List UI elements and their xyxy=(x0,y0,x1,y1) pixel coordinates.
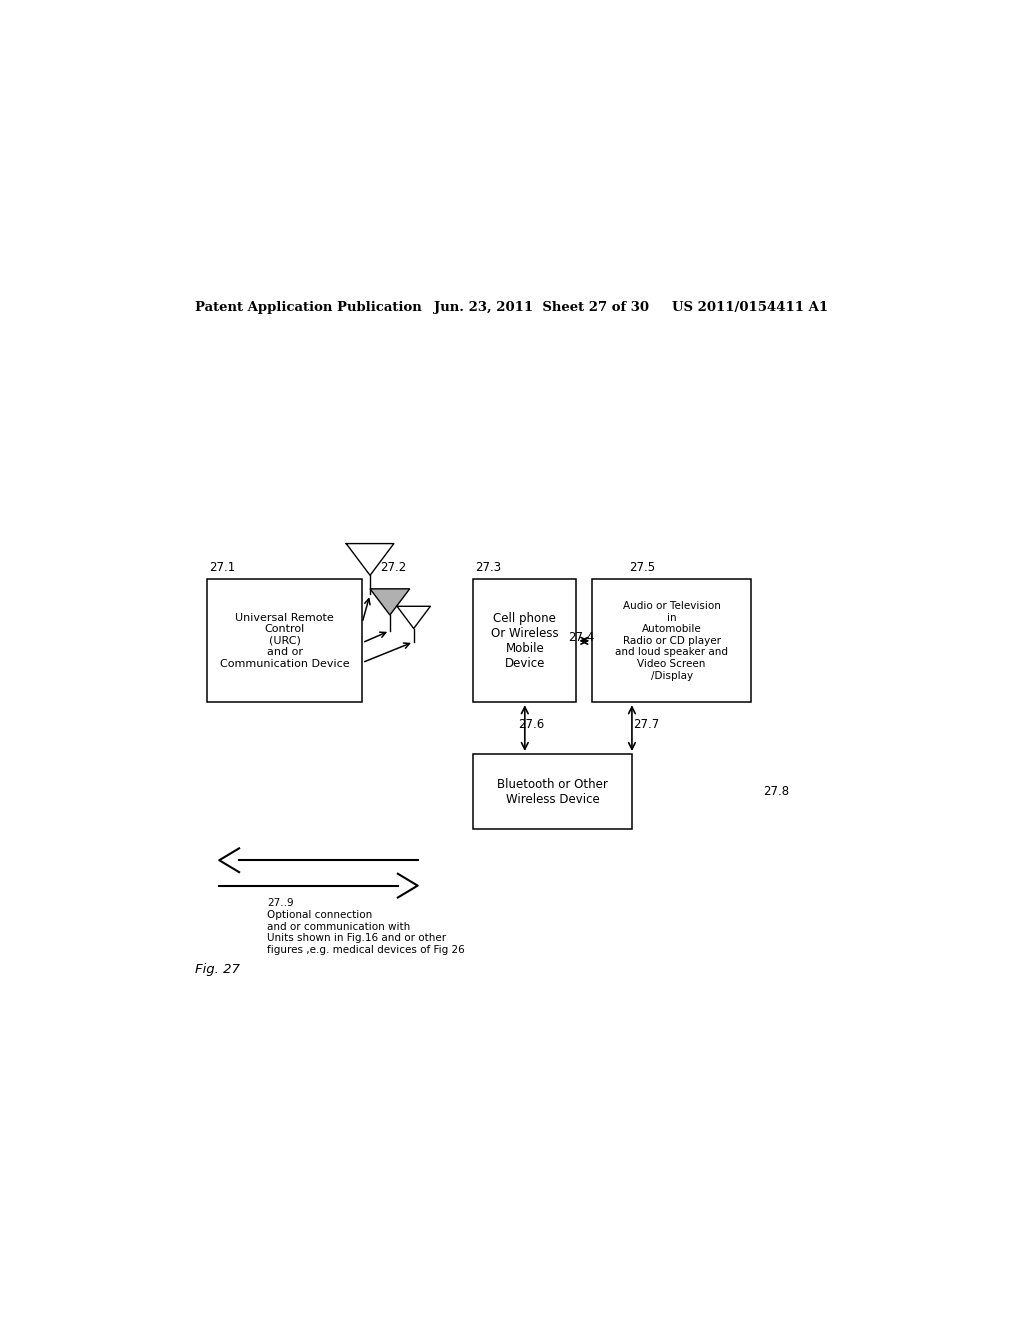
Bar xyxy=(473,754,632,829)
Text: US 2011/0154411 A1: US 2011/0154411 A1 xyxy=(672,301,827,314)
Text: Jun. 23, 2011  Sheet 27 of 30: Jun. 23, 2011 Sheet 27 of 30 xyxy=(433,301,648,314)
Text: 27.8: 27.8 xyxy=(763,785,790,799)
Polygon shape xyxy=(370,589,410,615)
Text: 27.6: 27.6 xyxy=(518,718,545,731)
Text: Cell phone
Or Wireless
Mobile
Device: Cell phone Or Wireless Mobile Device xyxy=(490,611,559,669)
Text: 27..9
Optional connection
and or communication with
Units shown in Fig.16 and or: 27..9 Optional connection and or communi… xyxy=(267,899,465,954)
Text: 27.5: 27.5 xyxy=(630,561,655,574)
Text: Universal Remote
Control
(URC)
and or
Communication Device: Universal Remote Control (URC) and or Co… xyxy=(220,612,349,669)
Text: Audio or Television
in
Automobile
Radio or CD player
and loud speaker and
Video : Audio or Television in Automobile Radio … xyxy=(615,601,728,681)
Bar xyxy=(207,579,362,702)
Text: Fig. 27: Fig. 27 xyxy=(196,964,241,977)
Bar xyxy=(592,579,751,702)
Text: 27.7: 27.7 xyxy=(634,718,659,731)
Text: 27.2: 27.2 xyxy=(380,561,407,574)
Text: 27.1: 27.1 xyxy=(209,561,236,574)
Text: 27.4: 27.4 xyxy=(568,631,595,644)
Text: 27.3: 27.3 xyxy=(475,561,501,574)
Text: Patent Application Publication: Patent Application Publication xyxy=(196,301,422,314)
Text: Bluetooth or Other
Wireless Device: Bluetooth or Other Wireless Device xyxy=(497,777,608,805)
Bar xyxy=(473,579,577,702)
